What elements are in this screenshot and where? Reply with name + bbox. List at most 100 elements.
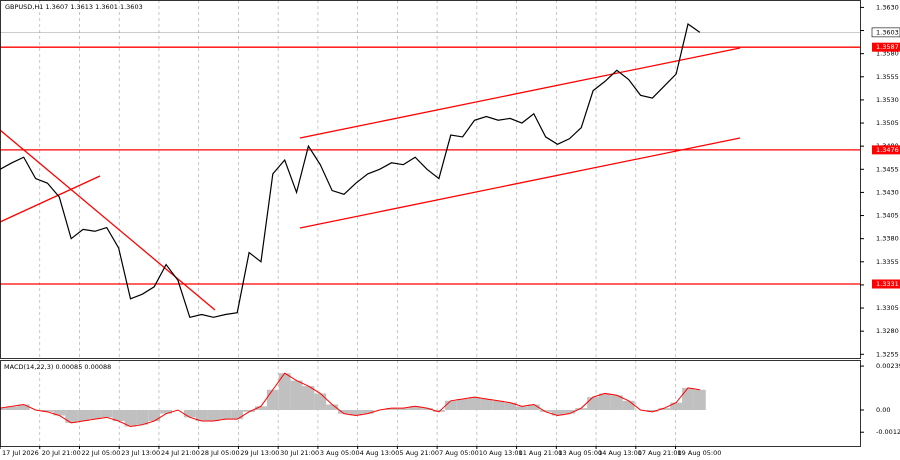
macd-bar	[290, 380, 303, 410]
plot: 17 Jul 2026 20 Jul 21:00 22 Jul 05:00 23 Ju…	[0, 3, 900, 457]
last-price-box	[871, 27, 900, 38]
level-label: 1.3476	[876, 146, 899, 154]
macd-bar	[516, 406, 528, 410]
x-tick-label: 22 Jul 05:00	[81, 449, 120, 457]
macd-bar	[195, 409, 208, 422]
macd-bar	[338, 409, 350, 414]
x-tick-label: 3 Aug 05:00	[320, 449, 360, 457]
y-tick-label: 1.3355	[876, 258, 899, 266]
macd-bar	[0, 408, 6, 410]
y-tick-label: 1.3455	[876, 165, 899, 173]
macd-bar	[658, 408, 671, 410]
macd-bar	[302, 386, 315, 410]
y-tick-label: 1.3380	[876, 235, 899, 243]
x-tick-label: 24 Jul 21:00	[161, 449, 200, 457]
macd-bar	[361, 409, 374, 414]
macd-bar	[397, 408, 410, 410]
x-tick-label: 28 Jul 05:00	[201, 449, 240, 457]
macd-bar	[444, 400, 457, 410]
macd-bar	[670, 402, 683, 410]
last-price-label: 1.3603	[876, 28, 899, 36]
macd-bar	[504, 402, 516, 410]
macd-bar	[65, 409, 78, 423]
macd-bar	[219, 409, 232, 420]
open: 1.3607	[45, 3, 68, 11]
x-tick-label: 23 Jul 13:00	[121, 449, 160, 457]
high: 1.3613	[70, 3, 93, 11]
signal-value: 0.00088	[84, 363, 111, 371]
x-tick-label: 5 Aug 21:00	[399, 449, 439, 457]
macd-bar	[682, 387, 694, 410]
y-tick-label: 0.00239	[876, 362, 900, 370]
macd-bar	[278, 373, 291, 410]
macd-bar	[456, 398, 469, 410]
macd-bar	[610, 395, 623, 410]
x-tick-label: 14 Aug 13:00	[598, 449, 642, 457]
level-label: 1.3587	[876, 43, 899, 51]
macd-bar	[492, 400, 505, 410]
x-tick-label: 10 Aug 13:00	[479, 449, 523, 457]
x-tick-label: 4 Aug 13:00	[360, 449, 400, 457]
macd-header: MACD(14,22,3) 0.00085 0.00088	[4, 363, 111, 371]
y-tick-label: 1.3580	[876, 50, 899, 58]
macd-bar	[112, 409, 125, 422]
macd-bar	[575, 408, 588, 410]
macd-bar	[480, 398, 493, 410]
macd-bar	[527, 404, 540, 410]
level-label: 1.3331	[876, 280, 899, 288]
macd-bar	[539, 409, 552, 412]
price-frame	[0, 0, 861, 359]
trend-lines	[0, 47, 741, 311]
y-tick-label: 1.3280	[876, 327, 899, 335]
macd-bar	[551, 409, 564, 416]
macd-bar	[622, 400, 635, 410]
x-tick-label: 17 Jul 2026	[2, 449, 39, 457]
y-tick-label: 1.3530	[876, 96, 899, 104]
short-trend-line	[0, 175, 101, 223]
macd-bar	[5, 406, 18, 410]
y-tick-label: 1.3630	[876, 3, 899, 11]
symbol: GBPUSD,H1	[5, 3, 43, 11]
x-tick-label: 7 Aug 05:00	[439, 449, 479, 457]
x-tick-label: 30 Jul 21:00	[280, 449, 319, 457]
y-tick-label: 1.3555	[876, 73, 899, 81]
x-tick-label: 19 Aug 05:00	[678, 449, 722, 457]
macd-bar	[349, 409, 362, 416]
chart-header: GBPUSD,H1 1.3607 1.3613 1.3601 1.3603	[5, 3, 143, 11]
macd-bar	[160, 409, 172, 414]
price-line	[0, 23, 701, 319]
level-label-box	[872, 145, 900, 155]
y-tick-label: 1.3305	[876, 304, 899, 312]
y-tick-label: 1.3255	[876, 350, 899, 358]
macd-frame	[0, 360, 861, 447]
macd-bar	[646, 409, 659, 412]
signal-line	[0, 372, 700, 428]
macd-bar	[88, 409, 101, 420]
low: 1.3601	[95, 3, 118, 11]
channel-lower	[299, 137, 741, 229]
x-tick-label: 17 Aug 21:00	[638, 449, 682, 457]
macd-bar	[563, 409, 576, 414]
macd-bar	[266, 389, 279, 410]
macd-bar	[468, 397, 481, 410]
macd-bar	[385, 408, 398, 410]
channel-upper	[299, 47, 741, 139]
macd-bar	[243, 409, 256, 412]
x-tick-label: 29 Jul 13:00	[240, 449, 279, 457]
macd-bar	[100, 409, 113, 418]
macd-bar	[207, 409, 220, 422]
macd-bar	[77, 409, 89, 422]
macd-bar	[599, 393, 611, 410]
macd-title: MACD(14,22,3)	[4, 363, 53, 371]
macd-bar	[53, 409, 66, 416]
macd-bar	[326, 404, 339, 410]
macd-bar	[148, 409, 161, 422]
macd-bar	[231, 409, 244, 420]
macd-bar	[183, 409, 196, 418]
y-tick-label: 1.3505	[876, 119, 899, 127]
level-label-box	[872, 42, 900, 52]
macd-bar	[255, 406, 267, 410]
macd-bar	[124, 409, 137, 427]
